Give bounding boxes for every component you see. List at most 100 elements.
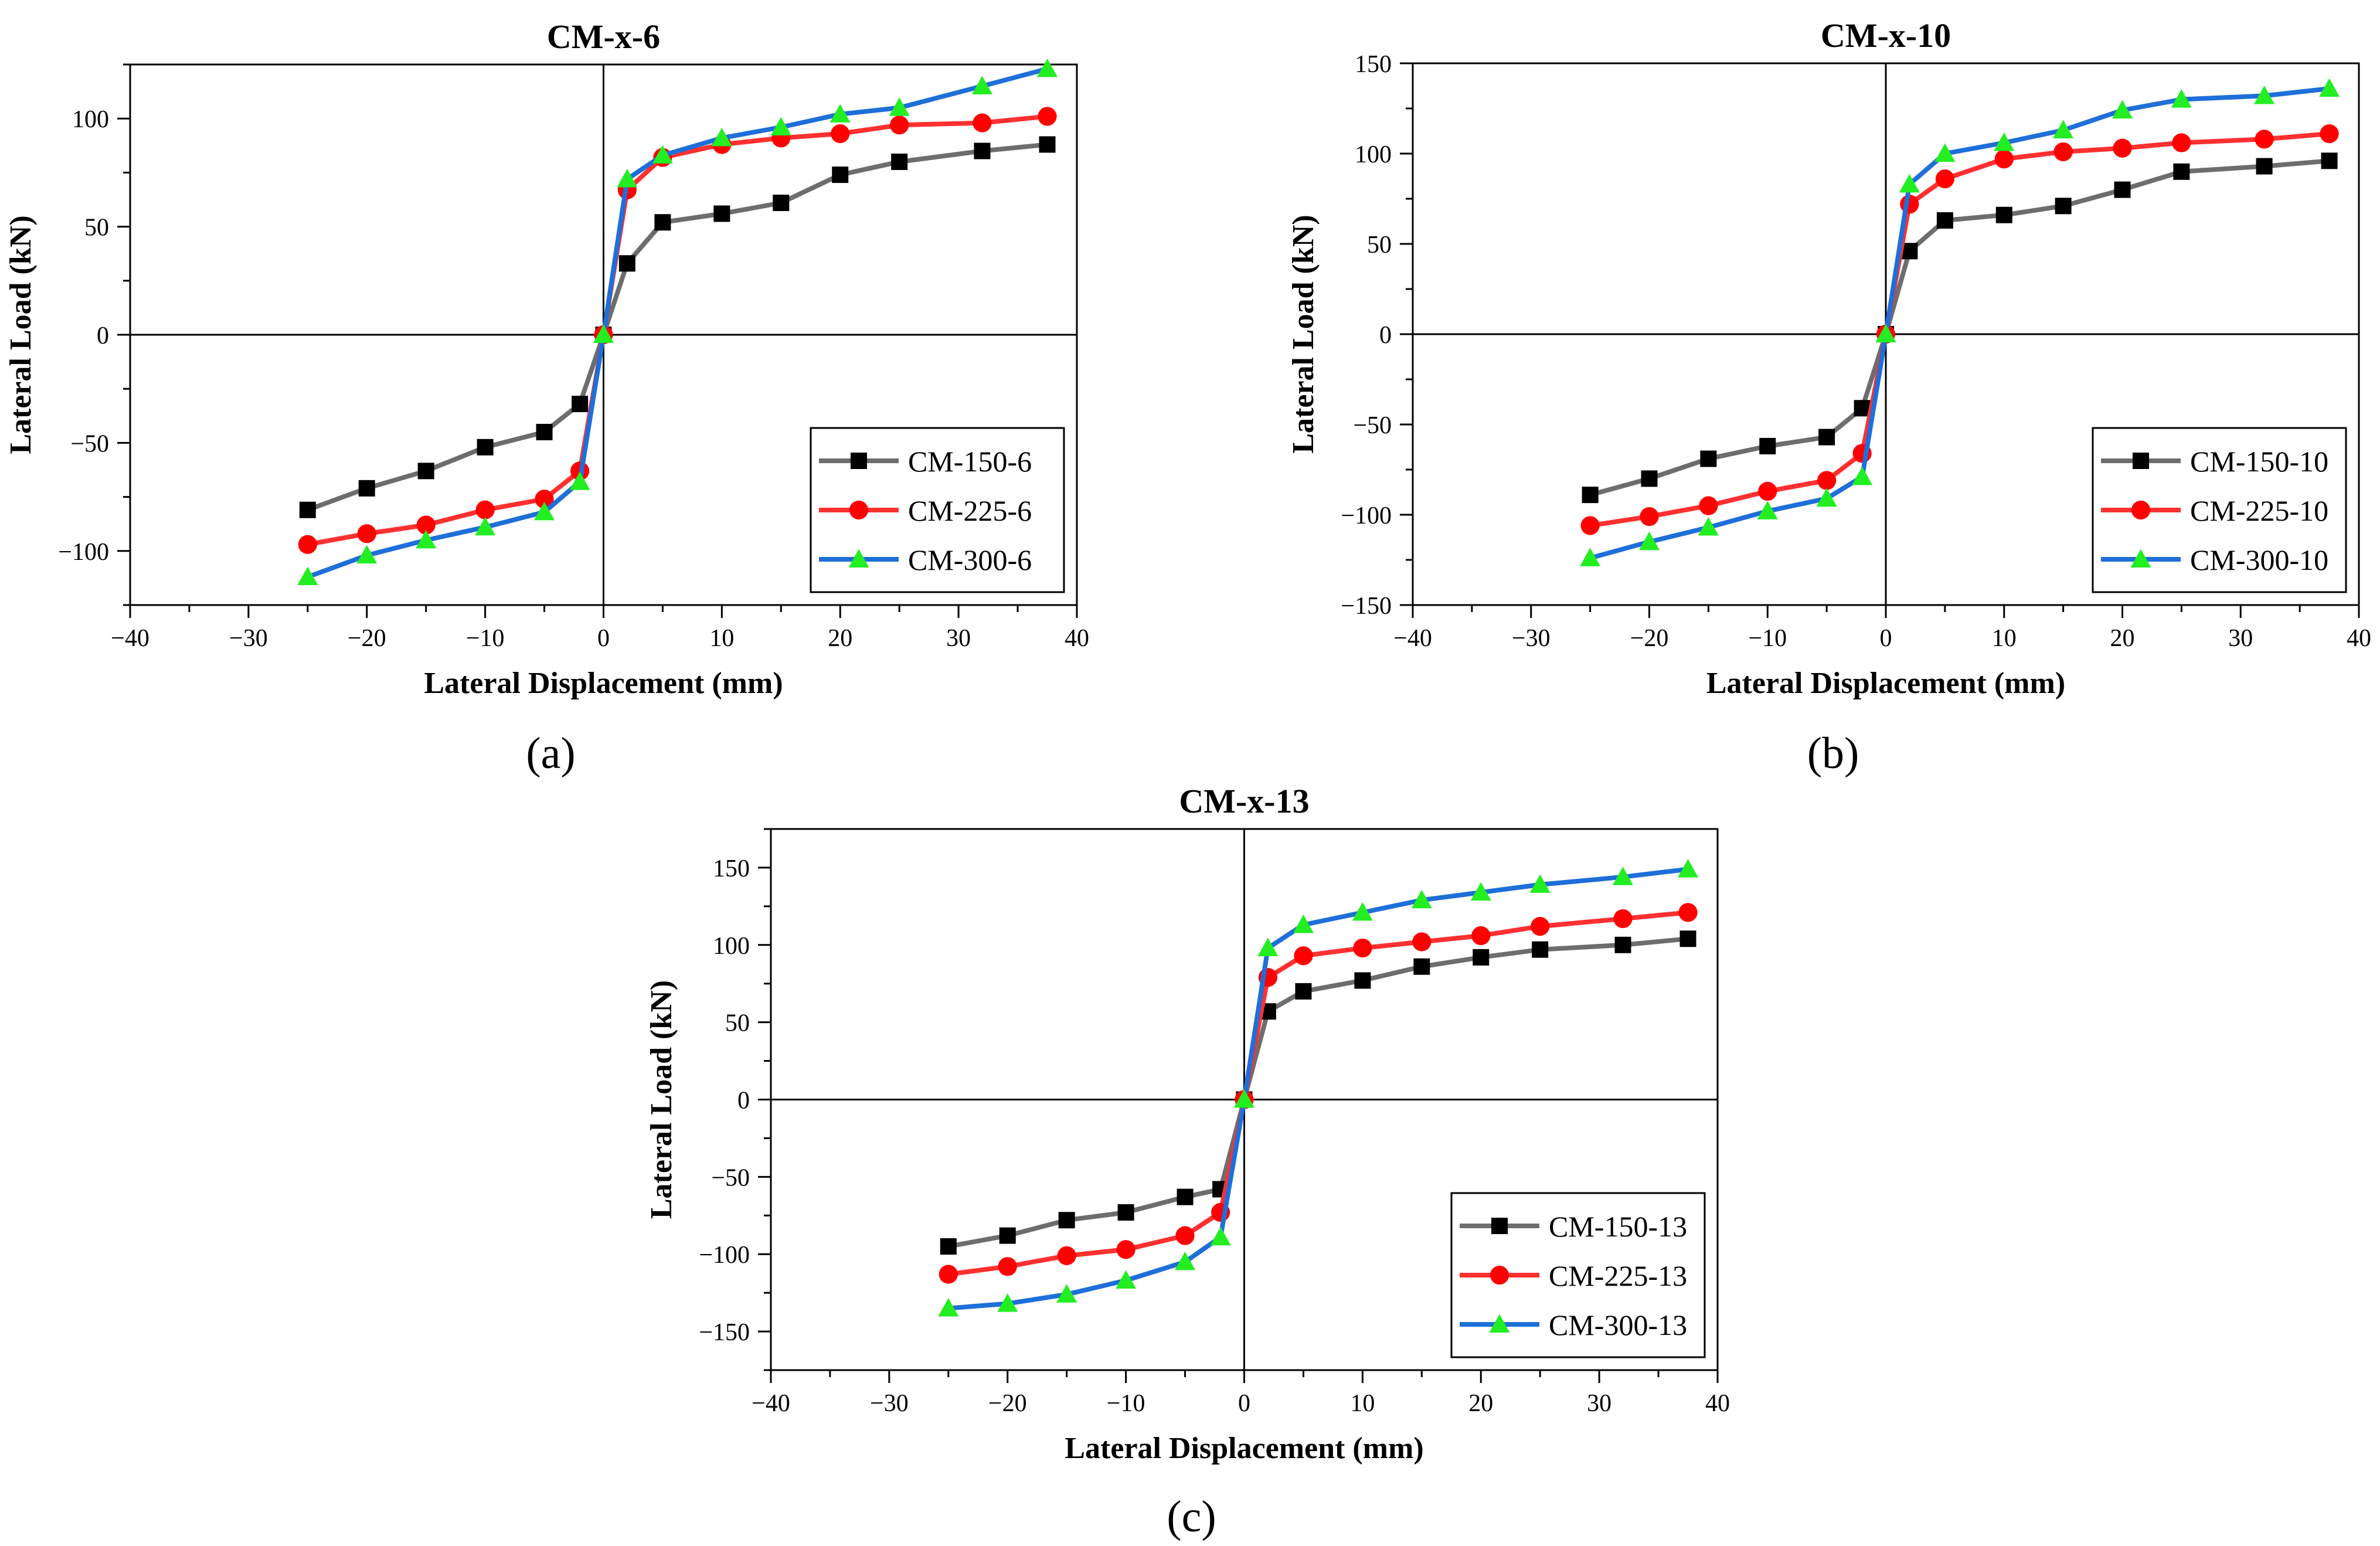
data-point: [711, 127, 732, 147]
data-point: [831, 124, 850, 144]
data-point: [832, 167, 849, 184]
x-axis-label: Lateral Displacement (mm): [424, 667, 783, 700]
data-point: [1038, 107, 1057, 126]
y-tick-label: 0: [97, 322, 109, 349]
x-tick-label: −40: [111, 625, 149, 652]
y-tick-label: −50: [711, 1164, 750, 1191]
panel-caption: (b): [1807, 729, 1859, 778]
data-point: [974, 142, 991, 159]
data-point: [940, 1238, 957, 1255]
series-CM-150-10: [1582, 152, 2338, 504]
data-point: [2171, 89, 2192, 108]
data-point: [1234, 1089, 1254, 1108]
data-point: [1354, 972, 1371, 989]
data-point: [1057, 1246, 1076, 1265]
legend-entry: CM-150-10: [2190, 445, 2328, 478]
series-CM-300-13: [938, 859, 1699, 1317]
x-tick-label: 20: [1468, 1390, 1493, 1417]
data-point: [1352, 902, 1373, 921]
data-point: [1995, 206, 2012, 223]
x-tick-label: 40: [1705, 1390, 1730, 1417]
x-tick-label: −30: [1512, 625, 1551, 652]
legend-entry: CM-225-10: [2190, 494, 2328, 527]
data-point: [1295, 983, 1312, 1000]
data-point: [2321, 152, 2338, 169]
data-point: [1116, 1240, 1135, 1259]
x-tick-label: 40: [1065, 625, 1089, 652]
data-point: [1759, 437, 1776, 454]
data-point: [2173, 163, 2190, 180]
data-point: [593, 324, 614, 343]
data-point: [1816, 488, 1837, 507]
data-point: [2114, 181, 2131, 198]
data-point: [1994, 132, 2015, 151]
x-tick-label: 10: [1992, 625, 2017, 652]
data-point: [1817, 471, 1837, 490]
data-point: [889, 97, 910, 116]
data-point: [1994, 149, 2014, 169]
data-point: [416, 515, 436, 535]
data-point: [1678, 903, 1698, 922]
series-CM-225-10: [1580, 124, 2339, 535]
data-point: [1353, 938, 1372, 958]
data-point: [572, 396, 589, 413]
data-point: [890, 115, 909, 135]
legend-marker: [2130, 549, 2151, 568]
x-tick-label: 40: [2347, 625, 2371, 652]
series-CM-150-13: [940, 930, 1696, 1255]
data-point: [1175, 1251, 1196, 1270]
panel-caption: (c): [1167, 1492, 1216, 1541]
y-tick-label: 100: [72, 106, 109, 133]
y-tick-label: 150: [713, 855, 750, 882]
legend-entry: CM-225-6: [908, 494, 1032, 527]
y-tick-label: 50: [725, 1010, 750, 1037]
chart-panel-3: CM-x-13−40 −30 −20 −10 0 10 20 30 40−150−100−500…: [645, 782, 1730, 1541]
y-tick-label: −50: [1353, 412, 1392, 439]
data-point: [618, 255, 635, 272]
data-point: [1679, 930, 1696, 947]
data-point: [939, 1265, 958, 1284]
x-tick-label: 10: [1350, 1390, 1375, 1417]
data-point: [1699, 496, 1718, 515]
data-point: [1613, 867, 1633, 885]
data-point: [617, 168, 638, 188]
chart-panel-1: CM-x-6−40 −30 −20 −10 0 10 20 30 40−100−50050100…: [4, 18, 1089, 778]
data-point: [477, 439, 494, 456]
data-point: [1058, 1212, 1075, 1229]
data-point: [1471, 926, 1491, 946]
data-point: [534, 501, 555, 521]
legend-entry: CM-300-6: [908, 543, 1032, 576]
data-point: [938, 1298, 959, 1317]
panel-caption: (a): [526, 729, 575, 778]
x-tick-label: −20: [1630, 625, 1669, 652]
data-point: [417, 463, 434, 480]
x-tick-label: −10: [1107, 1390, 1145, 1417]
y-tick-label: 50: [1367, 232, 1392, 259]
data-point: [891, 153, 908, 170]
data-point: [1614, 936, 1631, 953]
data-point: [2055, 198, 2072, 215]
data-point: [1698, 517, 1719, 536]
legend-entry: CM-150-6: [908, 445, 1032, 478]
legend-marker: [848, 549, 869, 568]
legend-entry: CM-150-13: [1549, 1210, 1687, 1243]
x-tick-label: 30: [1587, 1390, 1611, 1417]
data-point: [1818, 429, 1835, 446]
chart-panel-2: CM-x-10−40 −30 −20 −10 0 10 20 30 40−150−100−500…: [1287, 16, 2371, 778]
data-point: [1934, 143, 1956, 162]
data-point: [1532, 941, 1549, 958]
data-point: [1854, 400, 1871, 417]
data-point: [535, 490, 554, 509]
legend-entry: CM-300-13: [1549, 1309, 1687, 1341]
legend-marker: [2133, 453, 2149, 469]
data-point: [1411, 889, 1432, 909]
data-point: [2112, 100, 2133, 119]
data-point: [2172, 133, 2191, 152]
data-point: [2256, 158, 2273, 175]
x-tick-label: 0: [597, 625, 610, 652]
series-CM-300-10: [1580, 78, 2340, 566]
data-point: [1852, 466, 1873, 485]
data-point: [654, 214, 671, 231]
legend: CM-150-13 CM-225-13 CM-300-13: [1450, 1192, 1706, 1358]
